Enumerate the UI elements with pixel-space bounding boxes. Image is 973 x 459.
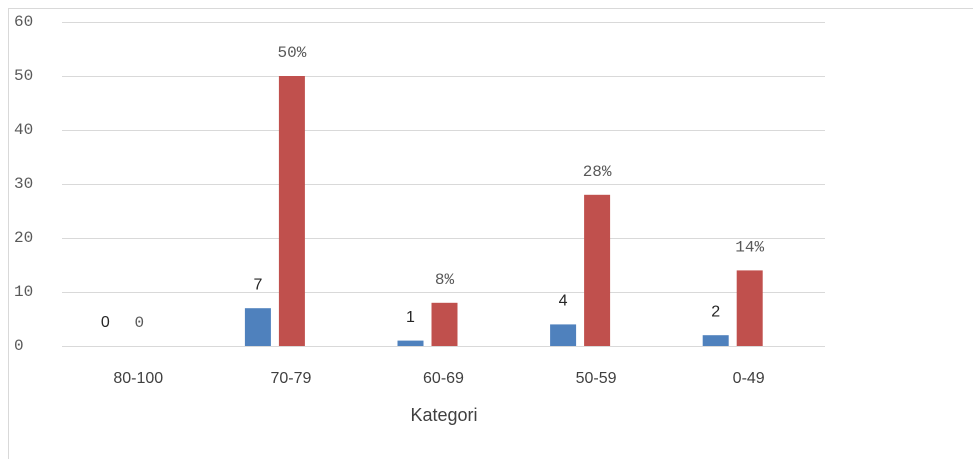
y-tick-label: 50: [14, 67, 33, 85]
bar: [550, 324, 577, 346]
bar: [584, 194, 611, 346]
bar: [244, 308, 271, 346]
data-label: 50%: [277, 44, 306, 62]
y-tick-label: 20: [14, 229, 33, 247]
data-label: 0: [101, 314, 110, 331]
data-label: 7: [253, 276, 262, 293]
y-tick-label: 60: [14, 13, 33, 31]
bar: [702, 335, 729, 346]
y-tick-label: 30: [14, 175, 33, 193]
x-axis-label: Kategori: [410, 405, 477, 425]
data-label: 14%: [735, 239, 764, 257]
x-tick-label: 80-100: [113, 370, 163, 387]
x-tick-label: 60-69: [423, 370, 464, 387]
bar: [431, 302, 458, 346]
data-label: 8%: [435, 271, 455, 289]
bar: [278, 76, 305, 346]
x-tick-label: 50-59: [576, 370, 617, 387]
x-tick-label: 0-49: [733, 370, 765, 387]
bar: [397, 340, 424, 346]
y-tick-label: 0: [14, 337, 24, 355]
data-label: 28%: [583, 163, 612, 181]
data-label: 4: [559, 293, 568, 310]
data-label: 0: [134, 314, 144, 332]
y-tick-label: 40: [14, 121, 33, 139]
x-tick-label: 70-79: [270, 370, 311, 387]
y-tick-label: 10: [14, 283, 33, 301]
bar: [736, 270, 763, 346]
data-label: 1: [406, 309, 415, 326]
data-label: 2: [711, 303, 720, 320]
